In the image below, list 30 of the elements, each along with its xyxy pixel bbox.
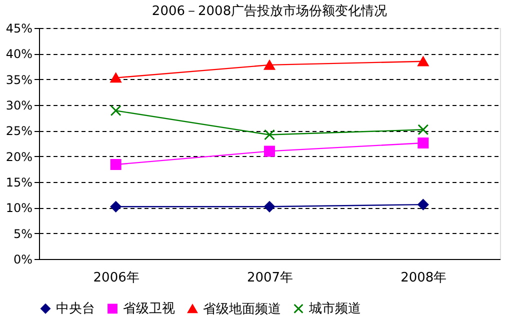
x-tick-label: 2006年 [93,270,140,286]
legend-label: 省级地面频道 [203,302,281,317]
y-tick-label: 10% [6,201,32,216]
y-tick-label: 20% [6,150,32,164]
point [110,105,122,116]
point [110,72,122,83]
y-tick-label: 0% [13,252,32,266]
x-tick-label: 2007年 [246,270,294,286]
chart-title: 2006－2008广告投放市场份额变化情况 [152,4,388,19]
point [110,201,122,212]
point [264,201,275,212]
point [110,159,122,170]
y-tick-label: 15% [6,176,32,190]
point [264,129,275,140]
legend-label: 城市频道 [308,302,361,317]
point [264,60,275,70]
point [418,137,429,148]
y-tick-label: 40% [6,47,32,62]
legend-label: 中央台 [56,302,95,317]
y-tick-label: 25% [6,124,32,138]
legend-label: 省级卫视 [123,302,175,317]
point [418,199,429,210]
point [418,56,429,66]
x-tick-label: 2008年 [400,270,447,286]
y-tick-label: 5% [13,226,32,241]
y-tick-label: 35% [6,72,32,87]
point [264,146,275,157]
point [418,124,429,136]
y-tick-label: 45% [6,22,32,36]
y-tick-label: 30% [6,98,32,112]
